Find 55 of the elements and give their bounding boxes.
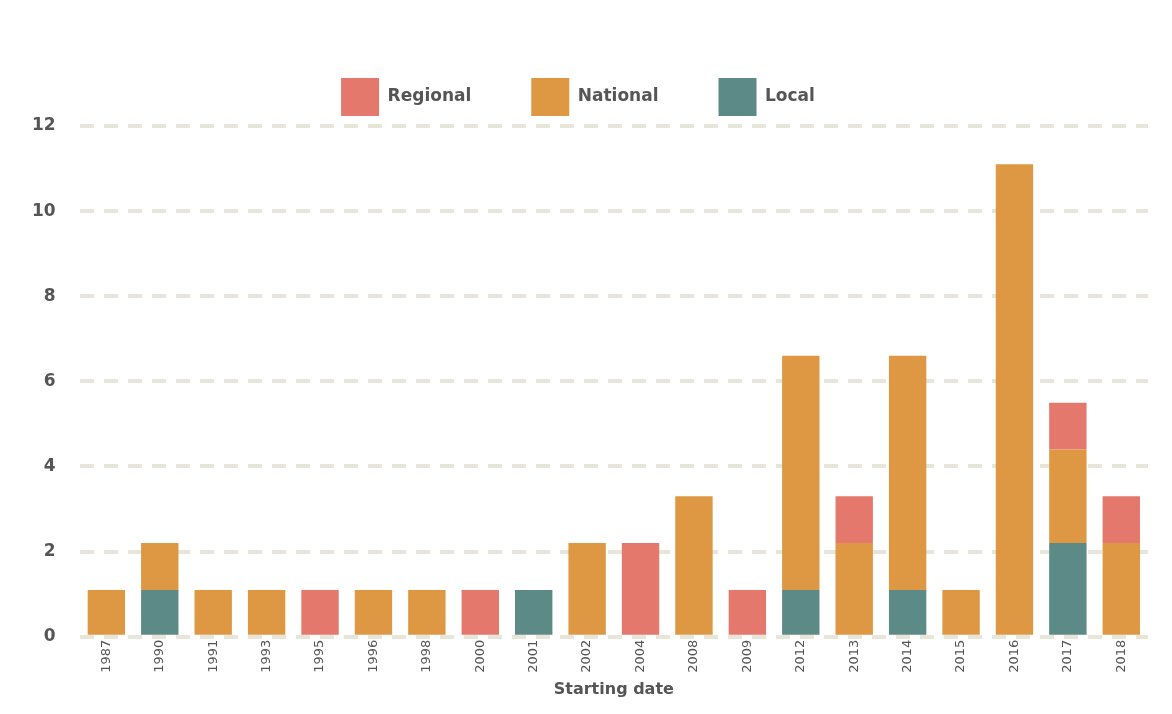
bar — [141, 589, 179, 635]
x-tick-label: 1995 — [311, 639, 327, 673]
x-tick-label: 2008 — [685, 639, 701, 673]
bar — [942, 589, 980, 635]
legend-label: Local — [765, 85, 815, 106]
bar — [568, 543, 606, 635]
y-tick-label: 6 — [43, 369, 56, 390]
bar — [995, 164, 1034, 635]
x-tick-label: 2004 — [631, 639, 647, 673]
bar — [461, 589, 499, 635]
bar — [408, 589, 446, 635]
x-axis-title: Starting date — [553, 678, 675, 698]
x-tick-label: 1993 — [257, 639, 273, 673]
y-tick-label: 10 — [31, 199, 56, 220]
bar — [354, 589, 393, 635]
x-tick-label: 2002 — [578, 639, 594, 673]
x-tick-label: 2017 — [1059, 639, 1075, 673]
y-tick-label: 4 — [43, 454, 56, 475]
bar — [888, 355, 927, 590]
x-tick-label: 1987 — [97, 639, 113, 673]
x-tick-label: 2015 — [952, 639, 968, 673]
x-tick-label: 2000 — [471, 639, 487, 673]
bar — [782, 589, 820, 635]
bar — [621, 543, 660, 635]
x-tick-label: 2001 — [525, 639, 541, 673]
bar — [1049, 402, 1087, 450]
bar — [301, 589, 339, 635]
bar — [888, 589, 927, 635]
y-tick-label: 0 — [43, 625, 56, 646]
y-tick-label: 2 — [43, 540, 56, 561]
x-tick-label: 2016 — [1005, 639, 1021, 673]
y-tick-label: 12 — [31, 114, 56, 135]
x-tick-label: 2018 — [1112, 639, 1128, 673]
y-tick-label: 8 — [43, 284, 56, 305]
x-tick-label: 2014 — [899, 639, 914, 673]
bar — [194, 589, 232, 635]
bar — [782, 355, 820, 590]
x-tick-label: 1991 — [204, 639, 220, 673]
x-tick-label: 2009 — [738, 639, 754, 673]
x-tick-label: 2012 — [792, 639, 808, 673]
x-tick-label: 1990 — [151, 639, 167, 673]
bar — [675, 496, 713, 635]
bar — [1102, 543, 1140, 635]
bar — [835, 543, 873, 635]
bar — [728, 589, 767, 635]
bar — [141, 543, 179, 590]
x-tick-label: 1998 — [418, 639, 434, 673]
x-tick-label: 1996 — [364, 639, 380, 673]
bar — [1049, 543, 1087, 635]
bar — [515, 589, 553, 635]
bar — [247, 589, 286, 635]
legend-label: Regional — [387, 85, 472, 106]
legend-label: National — [577, 85, 659, 106]
x-tick-label: 2013 — [845, 639, 861, 673]
bar — [87, 589, 126, 635]
